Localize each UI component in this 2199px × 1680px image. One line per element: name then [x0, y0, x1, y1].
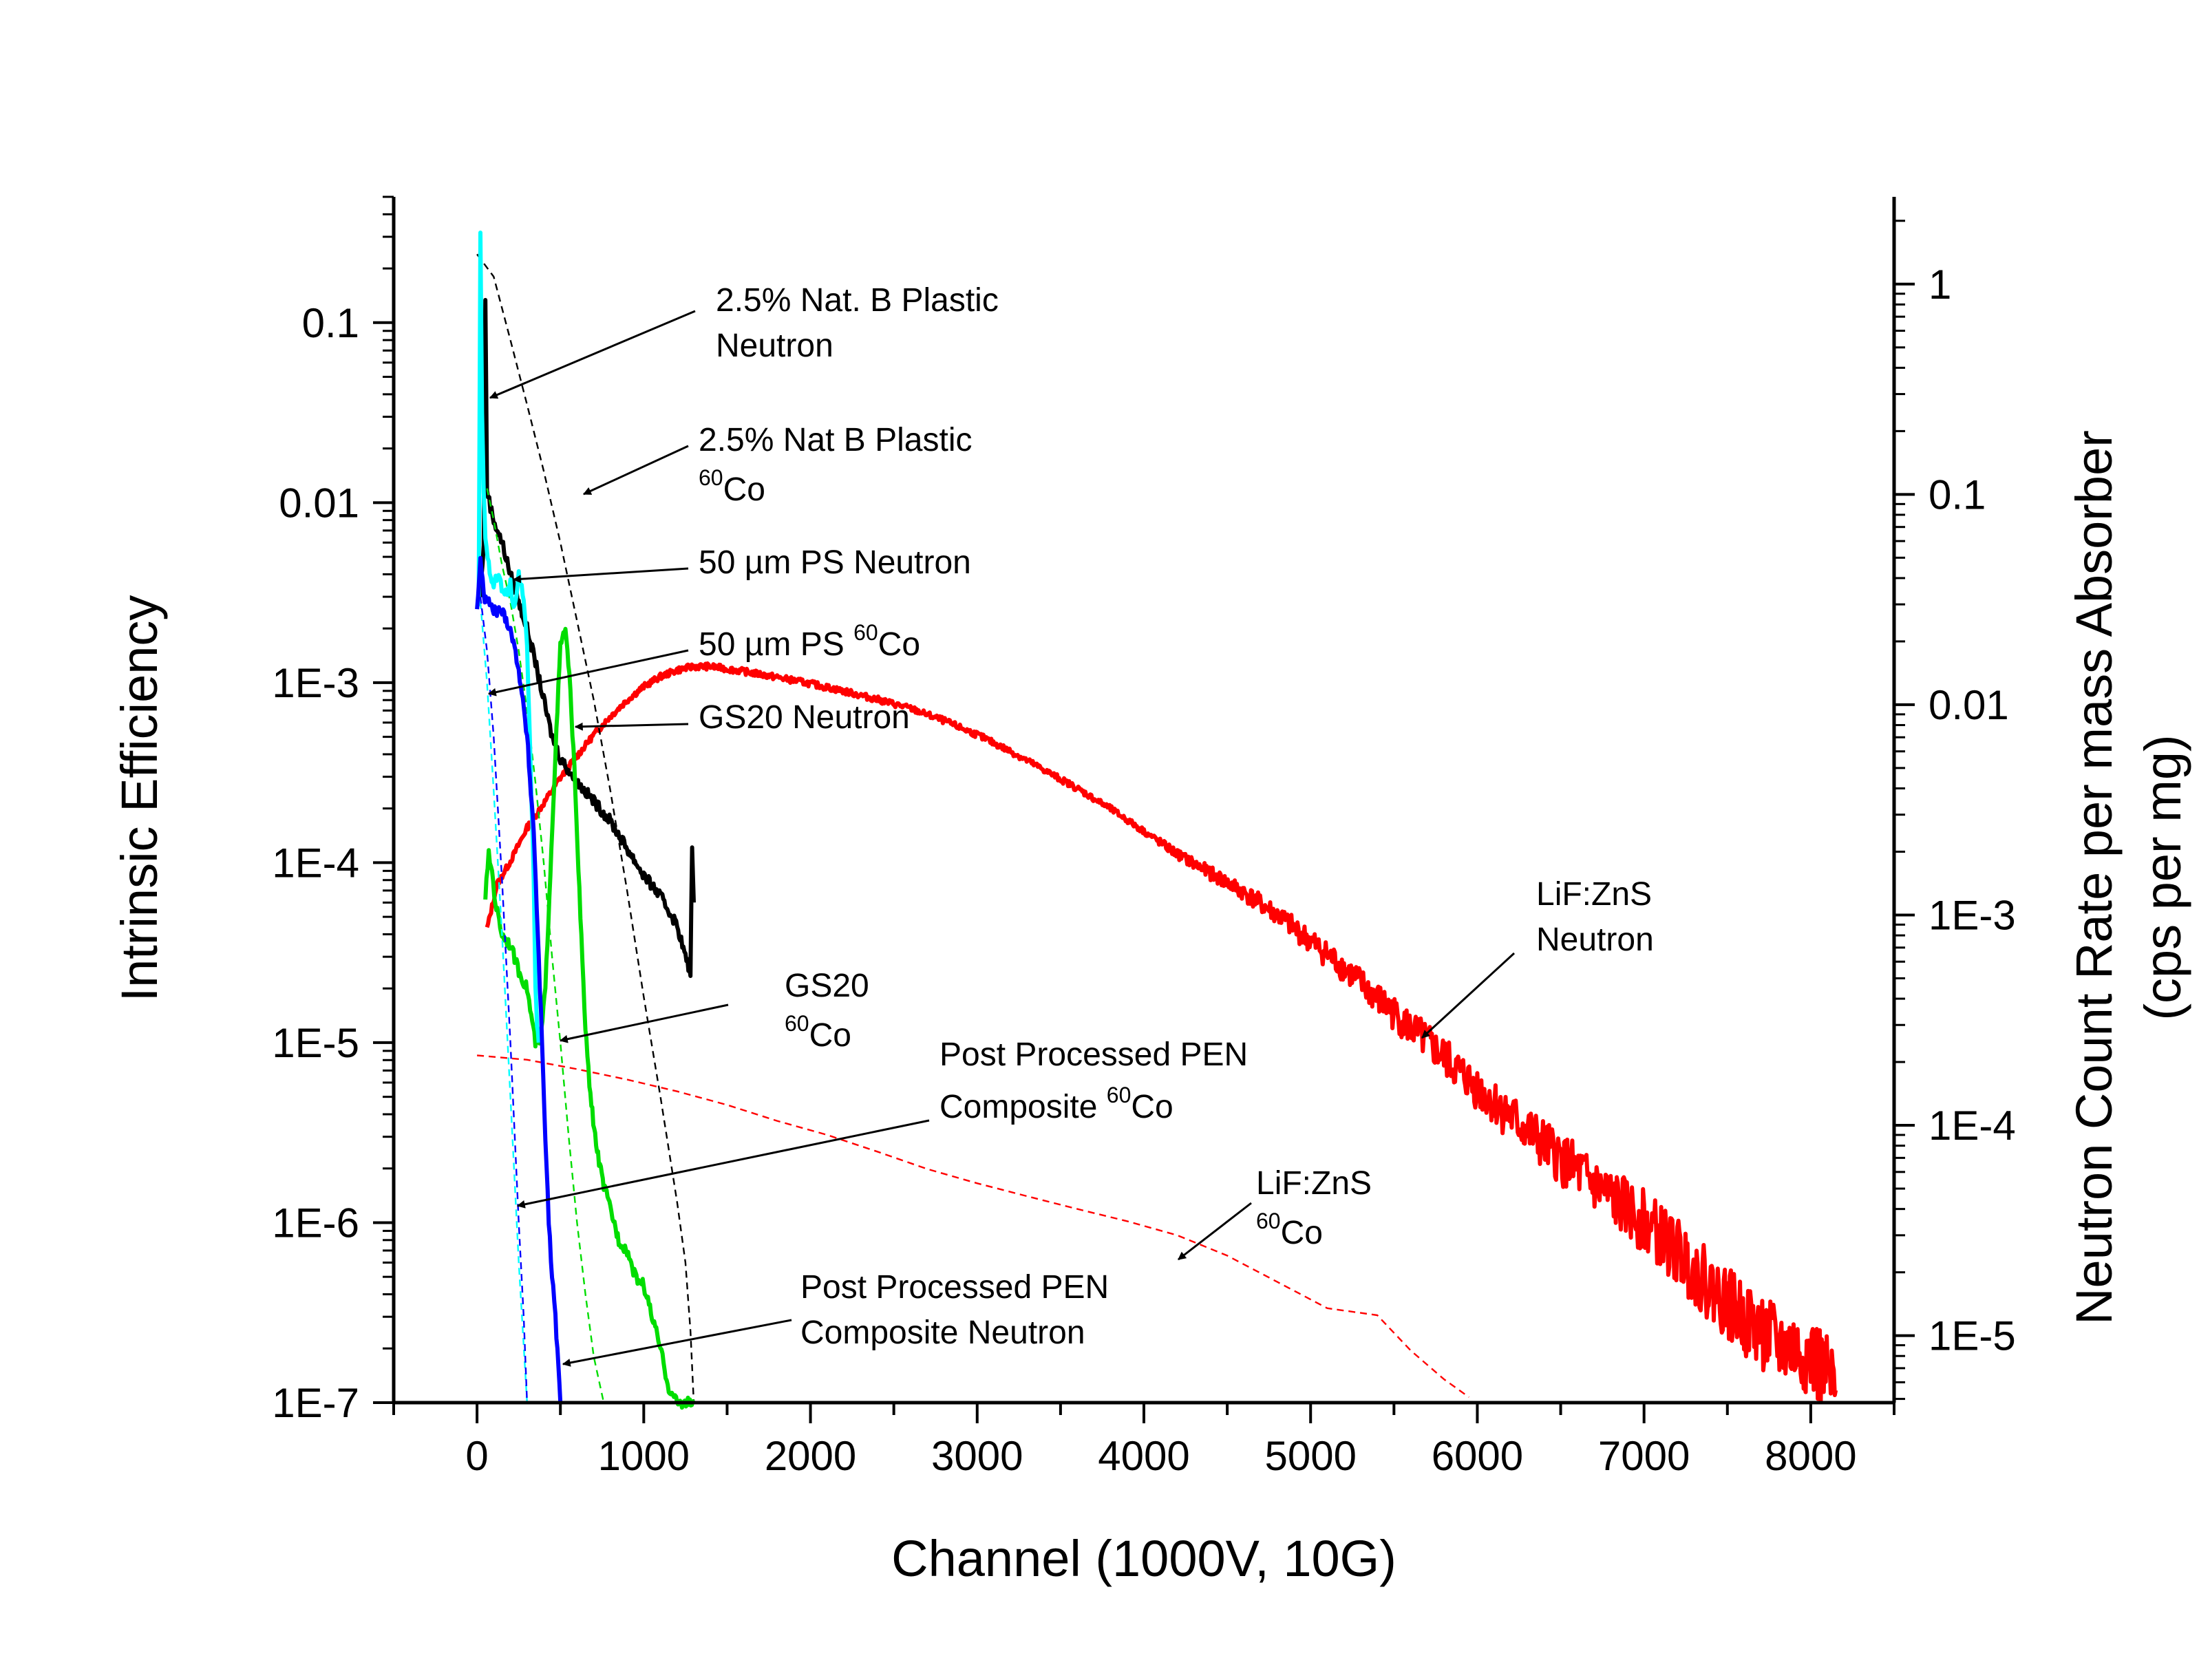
annotation-label-line: Post Processed PEN	[939, 1036, 1248, 1073]
annotation-arrow	[1421, 952, 1516, 1039]
x-tick-label: 8000	[1765, 1433, 1856, 1479]
annotation-label-line: LiF:ZnS	[1256, 1165, 1372, 1202]
x-tick-label: 6000	[1432, 1433, 1523, 1479]
right-y-tick-label: 0.01	[1929, 682, 2009, 728]
series-line-10	[479, 596, 528, 1403]
annotation-label-line: Composite 60Co	[939, 1083, 1173, 1125]
series-line-4	[476, 253, 695, 1403]
left-y-tick-label: 0.01	[279, 480, 359, 526]
left-y-tick-label: 1E-3	[272, 660, 359, 706]
annotation-layer: 2.5% Nat. B Plastic Neutron 2.5% Nat B Pla…	[487, 282, 1654, 1367]
annotation-label-line: GS20 Neutron	[699, 699, 910, 736]
annotation-superscript: 60	[853, 620, 878, 645]
annotation-arrow	[574, 722, 689, 731]
annotation-superscript: 60	[1256, 1209, 1281, 1233]
annotation-text: GS20 Neutron	[699, 699, 910, 736]
annotation-a4: 50 µm PS 60Co	[487, 620, 920, 697]
right-y-tick-label: 1	[1929, 262, 1951, 308]
left-y-tick-label: 1E-5	[272, 1020, 359, 1066]
axes-layer: 0 1000 2000 3000 4000 5000 6000 7000 8000 1E-7 1E-…	[111, 195, 2191, 1587]
left-y-axis-title: Intrinsic Efficiency	[111, 595, 168, 1002]
annotation-arrow	[562, 1319, 792, 1367]
x-tick-label: 5000	[1264, 1433, 1356, 1479]
right-y-axis-title-line2: (cps per mg)	[2134, 734, 2191, 1020]
annotation-label-line: 50 µm PS Neutron	[699, 544, 971, 581]
series-line-6	[486, 488, 605, 1403]
x-tick-label: 0	[465, 1433, 488, 1479]
annotation-text: Co	[1281, 1215, 1323, 1251]
annotation-label-line: 2.5% Nat. B Plastic	[716, 282, 999, 319]
left-y-tick-label: 1E-7	[272, 1380, 359, 1426]
left-y-tick-label: 1E-6	[272, 1200, 359, 1246]
annotation-arrow	[487, 649, 689, 697]
annotation-label-line: 2.5% Nat B Plastic	[699, 422, 973, 458]
right-y-tick-label: 1E-5	[1929, 1313, 2016, 1359]
annotation-label-line: 60Co	[785, 1011, 851, 1054]
series-line-2	[476, 1054, 1469, 1398]
left-y-tick-label: 1E-4	[272, 840, 359, 886]
annotation-a3: 50 µm PS Neutron	[512, 544, 971, 584]
annotation-a6: LiF:ZnS Neutron	[1421, 876, 1654, 1039]
annotation-text: Co	[1131, 1089, 1173, 1125]
annotation-label-line: Composite Neutron	[800, 1315, 1085, 1351]
left-y-tick-label: 0.1	[302, 300, 359, 346]
series-layer	[475, 231, 1838, 1410]
series-line-9	[475, 555, 563, 1403]
annotation-label-line: Post Processed PEN	[800, 1269, 1109, 1306]
right-y-tick-label: 1E-4	[1929, 1103, 2016, 1149]
annotation-text: Co	[723, 471, 765, 508]
annotation-a1: 2.5% Nat. B Plastic Neutron	[489, 282, 999, 399]
annotation-a2: 2.5% Nat B Plastic 60Co	[582, 422, 973, 508]
annotation-arrow	[512, 567, 689, 584]
annotation-arrow	[1178, 1202, 1252, 1261]
annotation-a8: Post Processed PEN Composite 60Co	[516, 1036, 1248, 1209]
series-line-1	[485, 661, 1838, 1403]
annotation-arrow	[582, 445, 689, 496]
annotation-superscript: 60	[785, 1011, 809, 1036]
x-tick-label: 3000	[931, 1433, 1023, 1479]
annotation-text: Composite	[939, 1089, 1107, 1125]
annotation-arrow	[516, 1119, 930, 1209]
series-line-8	[479, 602, 528, 1403]
annotation-label-line: 50 µm PS 60Co	[699, 620, 920, 663]
annotation-text: 50 µm PS	[699, 626, 853, 663]
x-tick-label: 1000	[598, 1433, 690, 1479]
right-y-tick-label: 1E-3	[1929, 892, 2016, 938]
annotation-superscript: 60	[1107, 1083, 1132, 1107]
annotation-arrow	[559, 1003, 729, 1043]
x-tick-label: 2000	[765, 1433, 856, 1479]
x-tick-label: 7000	[1598, 1433, 1690, 1479]
right-y-axis-title-line1: Neutron Count Rate per mass Absorber	[2065, 430, 2123, 1325]
annotation-label-line: Neutron	[1536, 922, 1654, 958]
annotation-text: Co	[878, 626, 920, 663]
x-axis-title: Channel (1000V, 10G)	[891, 1530, 1396, 1587]
annotation-label-line: LiF:ZnS	[1536, 876, 1652, 913]
annotation-text: 50 µm PS Neutron	[699, 544, 971, 581]
annotation-a9: LiF:ZnS 60Co	[1178, 1165, 1372, 1261]
annotation-label-line: GS20	[785, 968, 869, 1004]
annotation-a7: GS20 60Co	[559, 968, 869, 1054]
annotation-text: Co	[809, 1017, 851, 1054]
annotation-label-line: Neutron	[716, 328, 833, 364]
annotation-superscript: 60	[699, 465, 723, 490]
x-tick-label: 4000	[1098, 1433, 1189, 1479]
annotation-arrow	[489, 310, 696, 399]
annotation-label-line: 60Co	[699, 465, 765, 508]
annotation-label-line: 60Co	[1256, 1209, 1323, 1251]
series-line-7	[476, 231, 541, 1043]
annotation-a5: GS20 Neutron	[574, 699, 910, 736]
annotation-a10: Post Processed PEN Composite Neutron	[562, 1269, 1109, 1367]
right-y-tick-label: 0.1	[1929, 471, 1986, 518]
